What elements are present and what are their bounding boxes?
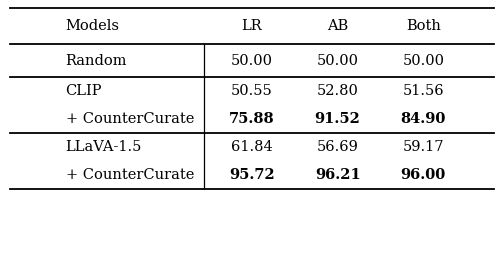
Text: 59.17: 59.17 xyxy=(403,140,444,154)
Text: 52.80: 52.80 xyxy=(317,84,359,98)
Text: 51.56: 51.56 xyxy=(403,84,444,98)
Text: Random: Random xyxy=(66,53,127,68)
Text: LLaVA-1.5: LLaVA-1.5 xyxy=(66,140,142,154)
Text: 50.00: 50.00 xyxy=(231,53,273,68)
Text: LR: LR xyxy=(242,19,262,33)
Text: 50.00: 50.00 xyxy=(402,53,445,68)
Text: 96.21: 96.21 xyxy=(315,168,360,182)
Text: 75.88: 75.88 xyxy=(229,112,275,126)
Text: 61.84: 61.84 xyxy=(231,140,273,154)
Text: Both: Both xyxy=(406,19,441,33)
Text: Models: Models xyxy=(66,19,119,33)
Text: 84.90: 84.90 xyxy=(401,112,446,126)
Text: 91.52: 91.52 xyxy=(314,112,361,126)
Text: 50.55: 50.55 xyxy=(231,84,273,98)
Text: + CounterCurate: + CounterCurate xyxy=(66,168,194,182)
Text: 95.72: 95.72 xyxy=(229,168,275,182)
Text: AB: AB xyxy=(327,19,348,33)
Text: 96.00: 96.00 xyxy=(401,168,446,182)
Text: + CounterCurate: + CounterCurate xyxy=(66,112,194,126)
Text: 56.69: 56.69 xyxy=(317,140,359,154)
Text: 50.00: 50.00 xyxy=(317,53,359,68)
Text: CLIP: CLIP xyxy=(66,84,102,98)
